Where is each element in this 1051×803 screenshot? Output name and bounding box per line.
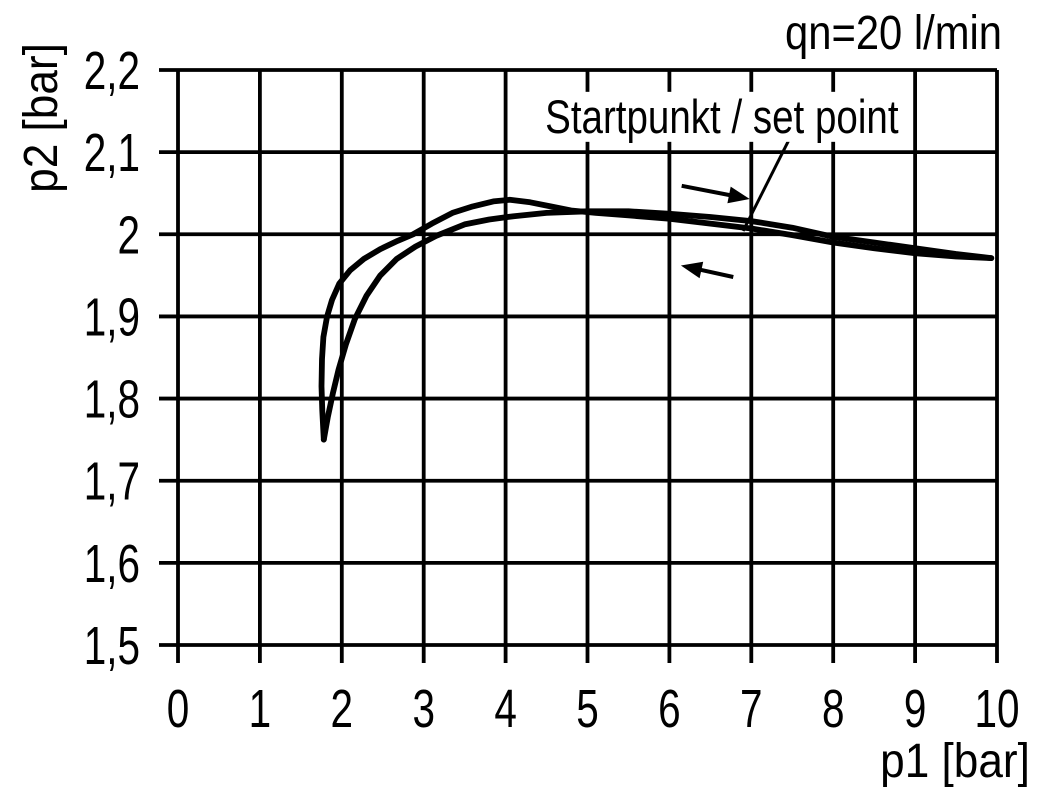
annotation-callout-line <box>741 137 792 232</box>
chart-title: qn=20 l/min <box>785 5 1002 59</box>
y-tick-label-1,6: 1,6 <box>84 534 140 594</box>
y-tick-label-2,2: 2,2 <box>84 41 140 101</box>
x-axis-title: p1 [bar] <box>880 733 1030 787</box>
y-tick-label-1,8: 1,8 <box>84 370 140 430</box>
x-tick-label-4: 4 <box>494 679 517 739</box>
direction-arrow-left-head <box>680 261 704 279</box>
y-tick-label-1,7: 1,7 <box>84 452 140 512</box>
x-tick-label-8: 8 <box>822 679 845 739</box>
x-tick-label-5: 5 <box>576 679 599 739</box>
annotation-label: Startpunkt / set point <box>545 91 898 143</box>
y-tick-label-2,1: 2,1 <box>84 124 140 184</box>
x-tick-label-0: 0 <box>167 679 190 739</box>
x-tick-label-6: 6 <box>658 679 681 739</box>
direction-arrow-right-head <box>727 186 750 204</box>
y-tick-label-1,5: 1,5 <box>84 616 140 676</box>
x-tick-label-3: 3 <box>412 679 435 739</box>
direction-arrow-left-shaft <box>698 267 734 279</box>
x-tick-label-2: 2 <box>331 679 354 739</box>
y-tick-label-2: 2 <box>117 206 140 266</box>
annotation-label-background <box>535 91 908 142</box>
curve-branch-2 <box>318 196 995 443</box>
x-tick-label-9: 9 <box>904 679 927 739</box>
x-tick-label-10: 10 <box>974 679 1019 739</box>
y-tick-label-1,9: 1,9 <box>84 288 140 348</box>
x-tick-label-7: 7 <box>740 679 763 739</box>
curve-branch-1 <box>320 208 995 443</box>
direction-arrow-right-shaft <box>681 183 732 198</box>
x-tick-label-1: 1 <box>249 679 272 739</box>
y-axis-title: p2 [bar] <box>13 43 67 193</box>
